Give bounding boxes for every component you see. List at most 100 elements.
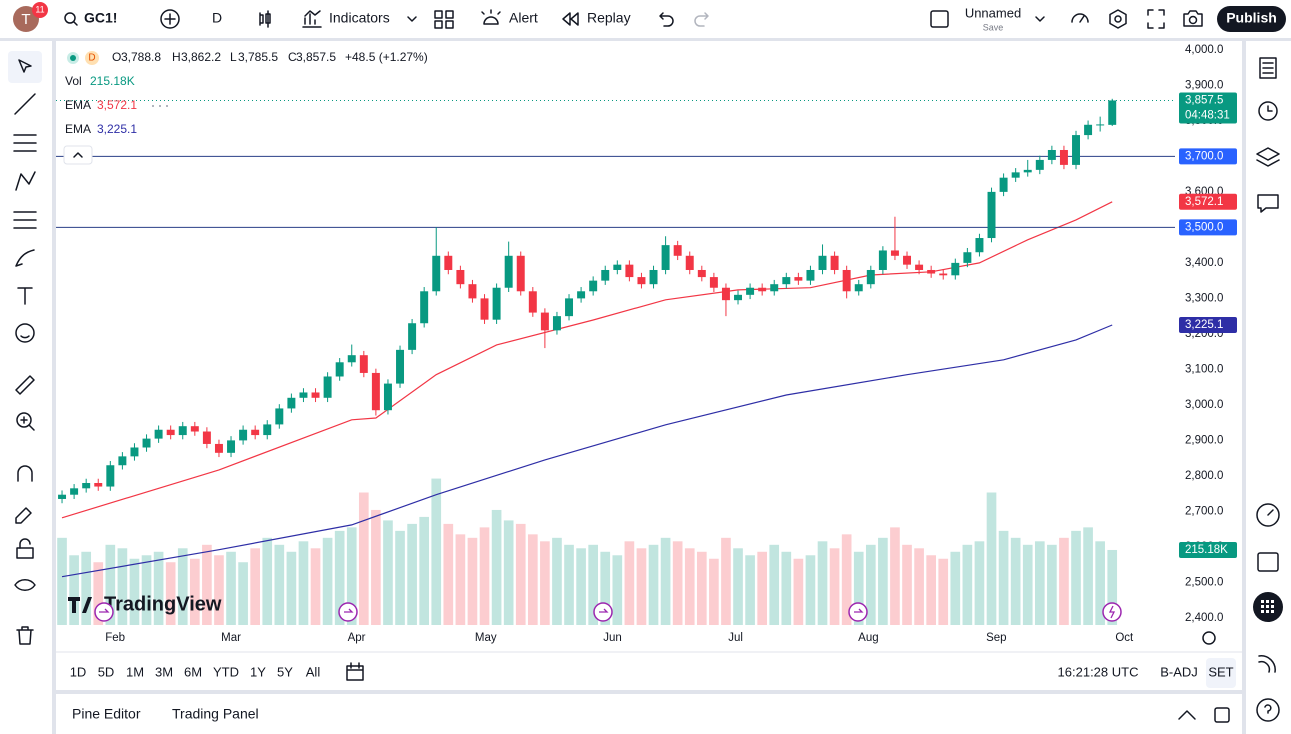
candle-body — [383, 383, 392, 411]
volume-bar — [1010, 537, 1021, 625]
candle-body — [685, 255, 694, 270]
indicators-icon[interactable] — [302, 10, 322, 28]
candle-body — [915, 264, 924, 270]
magnet-tool[interactable] — [17, 465, 33, 482]
candle-body — [299, 392, 308, 398]
range-button[interactable]: 5D — [98, 664, 115, 679]
drawing-mode-tool[interactable] — [15, 507, 32, 524]
volume-bar — [672, 541, 683, 625]
icon-tool[interactable] — [15, 323, 35, 343]
trash-tool[interactable] — [16, 626, 34, 645]
fullscreen-icon[interactable] — [1147, 9, 1165, 29]
cursor-tool[interactable] — [18, 59, 32, 73]
candle-body — [903, 255, 912, 265]
session-button[interactable]: SET — [1208, 664, 1233, 679]
volume-bar — [829, 548, 840, 625]
range-button[interactable]: 6M — [184, 664, 202, 679]
volume-bar — [286, 551, 297, 625]
y-tick-label: 3,400.0 — [1185, 257, 1223, 269]
zoom-tool[interactable] — [16, 412, 32, 428]
fib-tool[interactable] — [13, 134, 37, 152]
alert-icon[interactable] — [481, 9, 501, 25]
search-icon[interactable] — [64, 12, 76, 24]
volume-bar — [769, 544, 780, 625]
chats-icon[interactable] — [1257, 194, 1279, 213]
layout-name[interactable]: Unnamed — [965, 5, 1021, 20]
measure-tool[interactable] — [15, 375, 35, 395]
volume-bar — [189, 558, 200, 625]
volume-bar — [781, 551, 792, 625]
prediction-tool[interactable] — [13, 211, 37, 229]
publish-button[interactable] — [1217, 6, 1286, 32]
volume-bar — [600, 551, 611, 625]
volume-bar — [709, 558, 719, 625]
left-toolbar — [0, 41, 52, 734]
axes: 2,400.02,500.02,600.02,700.02,800.02,900… — [105, 44, 1237, 644]
volume-label: 215.18K — [1185, 544, 1228, 556]
volume-bar — [721, 537, 731, 625]
calendar-icon[interactable] — [1257, 552, 1279, 572]
replay-icon[interactable] — [562, 12, 579, 26]
collapse-legend — [73, 152, 83, 158]
range-button[interactable]: 5Y — [277, 664, 293, 679]
chart-type-icon[interactable] — [259, 10, 271, 28]
volume-bar — [1083, 527, 1093, 625]
range-button[interactable]: 3M — [155, 664, 173, 679]
layout-icon[interactable] — [930, 10, 949, 28]
lock-tool[interactable] — [16, 547, 34, 559]
alerts-icon[interactable] — [1258, 101, 1278, 121]
replay-button[interactable]: Replay — [587, 10, 631, 26]
interval[interactable]: D — [212, 10, 222, 26]
candle-body — [878, 250, 887, 270]
watchlist-icon[interactable] — [1259, 57, 1277, 79]
price-label-bg — [1179, 193, 1237, 210]
symbol[interactable]: GC1! — [84, 10, 117, 26]
ideas-icon[interactable] — [1256, 503, 1280, 527]
goto-date-icon[interactable] — [346, 662, 364, 681]
volume-bar — [865, 544, 876, 625]
alert-button[interactable]: Alert — [509, 10, 538, 26]
volume-bar — [334, 530, 345, 625]
candle-body — [82, 482, 91, 489]
candle-body — [987, 191, 996, 239]
panel-tab[interactable]: Trading Panel — [172, 706, 259, 722]
range-button[interactable]: 1D — [70, 664, 87, 679]
objects-icon[interactable] — [1256, 147, 1280, 167]
undo-icon[interactable] — [659, 12, 674, 27]
redo-icon[interactable] — [694, 12, 709, 27]
quick-search-icon[interactable] — [1071, 13, 1089, 23]
volume-bar — [419, 516, 429, 625]
range-button[interactable]: 1M — [126, 664, 144, 679]
indicators-button[interactable]: Indicators — [329, 10, 390, 26]
pattern-tool[interactable] — [15, 171, 36, 191]
volume-bar — [841, 534, 852, 625]
candle-body — [359, 355, 368, 373]
visibility-tool[interactable] — [14, 579, 36, 591]
legend-label: H — [172, 50, 181, 64]
range-button[interactable]: YTD — [213, 664, 239, 679]
range-button[interactable]: 1Y — [250, 664, 266, 679]
trend-line-tool[interactable] — [14, 93, 36, 115]
help-icon[interactable] — [1256, 698, 1280, 722]
brush-tool[interactable] — [15, 249, 35, 267]
maximize-panel[interactable] — [1214, 707, 1230, 723]
templates-icon[interactable] — [434, 10, 454, 29]
snapshot-icon[interactable] — [1183, 10, 1203, 27]
collapse-legend[interactable] — [63, 145, 93, 165]
chevron[interactable] — [407, 16, 417, 22]
candle-body — [613, 264, 622, 270]
add-symbol-icon[interactable] — [160, 9, 180, 29]
range-button[interactable]: All — [306, 664, 321, 679]
candle-body — [432, 255, 441, 292]
stream-icon[interactable] — [1258, 655, 1276, 673]
candle-body — [782, 277, 791, 285]
panel-tab[interactable]: Pine Editor — [72, 706, 141, 722]
chevron[interactable] — [1035, 16, 1045, 22]
text-tool[interactable] — [17, 287, 33, 305]
adjust-button[interactable]: B-ADJ — [1160, 664, 1198, 679]
volume-bar — [926, 555, 936, 625]
settings-icon[interactable] — [1109, 9, 1127, 29]
expand-panel[interactable] — [1178, 710, 1196, 720]
volume-bar — [358, 492, 369, 625]
axis-settings[interactable] — [1202, 631, 1216, 645]
